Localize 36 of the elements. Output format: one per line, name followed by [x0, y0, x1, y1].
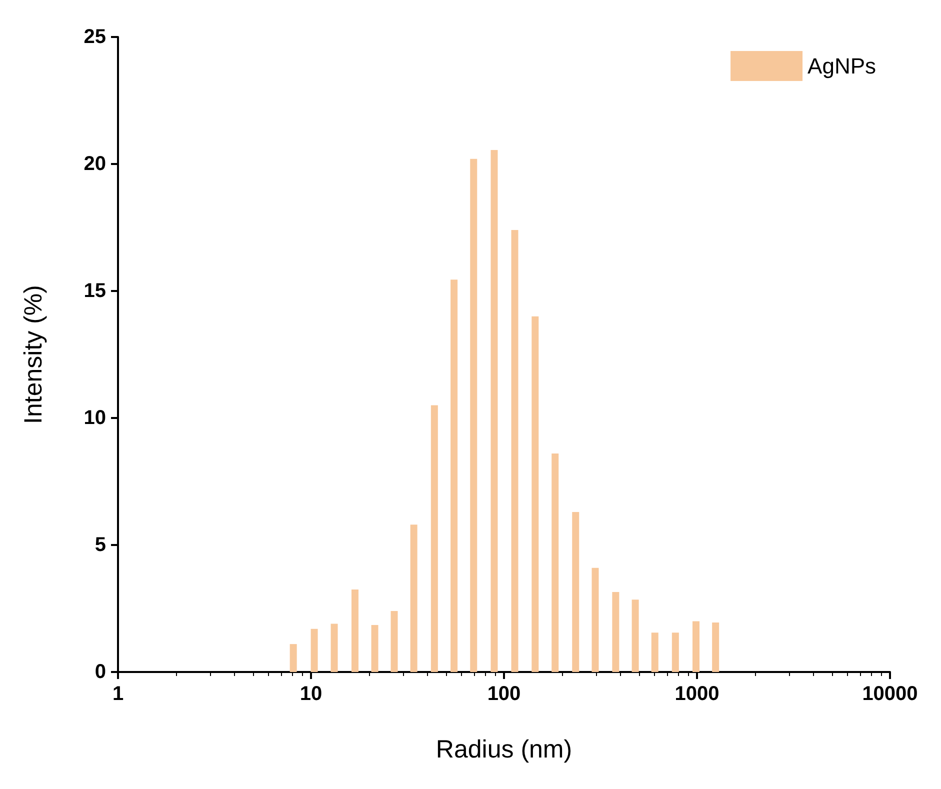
- bar: [592, 568, 599, 672]
- y-axis-title: Intensity (%): [20, 285, 48, 424]
- y-tick-label: 20: [84, 153, 106, 175]
- x-tick-label: 1000: [674, 683, 720, 705]
- x-tick-label: 10: [300, 683, 322, 705]
- bar: [532, 316, 539, 672]
- bar: [310, 628, 318, 672]
- x-tick-label: 1: [112, 683, 124, 705]
- legend-label: AgNPs: [808, 54, 876, 78]
- bar: [371, 625, 378, 672]
- y-tick-label: 15: [84, 280, 106, 302]
- bar: [390, 611, 398, 672]
- bar: [410, 524, 418, 672]
- bar: [672, 632, 679, 672]
- y-tick-label: 10: [84, 407, 106, 429]
- bar: [632, 600, 639, 672]
- y-tick-label: 0: [94, 661, 106, 683]
- bar: [511, 230, 518, 672]
- bar: [692, 621, 700, 672]
- x-tick-label: 10000: [862, 683, 918, 705]
- bar: [450, 280, 458, 672]
- bar: [612, 592, 620, 672]
- y-tick-label: 5: [94, 534, 106, 556]
- bar: [430, 405, 438, 672]
- bar: [470, 158, 478, 672]
- x-tick-label: 100: [487, 683, 521, 705]
- x-axis-title: Radius (nm): [436, 736, 572, 764]
- bar: [552, 454, 559, 672]
- bar: [290, 644, 297, 672]
- bar: [712, 622, 720, 672]
- bar: [330, 624, 338, 672]
- bar: [651, 632, 658, 672]
- bar: [572, 512, 580, 672]
- bar: [490, 150, 498, 672]
- bar: [351, 589, 358, 672]
- y-tick-label: 25: [84, 26, 106, 48]
